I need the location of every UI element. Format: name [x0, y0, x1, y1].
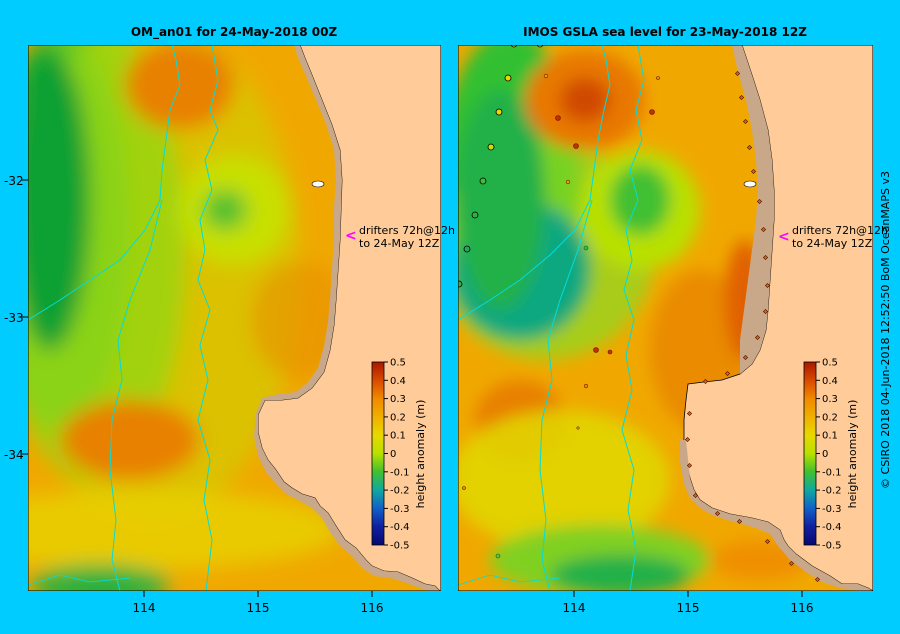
colorbar-tick-label: 0.2	[390, 412, 406, 423]
y-tick-label: -34	[4, 448, 24, 462]
left-colorbar: 0.5 0.4 0.3 0.2 0.1 0 -0.1 -0.2 -0.3 -0.4 -0.5 hei…	[371, 358, 427, 552]
colorbar-tick-label: 0.3	[390, 394, 406, 405]
right-map[interactable]	[435, 30, 873, 595]
right-colorbar-label: height anomaly (m)	[846, 400, 859, 509]
colorbar-tick-label: 0	[822, 449, 828, 460]
left-drifter-arrow: <	[345, 228, 357, 244]
right-colorbar: 0.5 0.4 0.3 0.2 0.1 0 -0.1 -0.2 -0.3 -0.4 -0.5 hei…	[803, 358, 859, 552]
colorbar-tick-label: -0.3	[822, 504, 842, 515]
drifter-markers	[462, 73, 660, 559]
isobath-coastal	[458, 574, 561, 586]
colorbar-tick-label: -0.5	[822, 541, 842, 552]
colorbar-tick-label: 0	[390, 449, 396, 460]
isobath-200m	[621, 45, 645, 591]
colorbar-tick-label: 0.1	[390, 431, 406, 442]
right-drifter-note-line2: to 24-May 12Z	[792, 237, 873, 250]
colorbar-tick-label: 0.5	[822, 358, 838, 369]
colorbar-tick-label: -0.5	[390, 541, 410, 552]
x-tick-label: 115	[247, 601, 270, 615]
isobath-deep	[458, 45, 611, 591]
left-x-axis: 114 115 116	[133, 591, 384, 615]
colorbar-tick-label: 0.3	[822, 394, 838, 405]
shelf-south	[680, 440, 873, 591]
y-tick-label: -33	[4, 311, 24, 325]
rottnest-island	[743, 180, 757, 188]
colorbar-tick-label: -0.4	[822, 522, 842, 533]
x-tick-label: 114	[133, 601, 156, 615]
y-tick-label: -32	[4, 174, 24, 188]
colorbar-tick-label: -0.2	[390, 486, 410, 497]
colorbar-tick-label: 0.5	[390, 358, 406, 369]
right-drifter-note-line1: drifters 72h@12h	[792, 224, 888, 237]
altimeter-track-markers	[458, 45, 544, 288]
continental-shelf	[732, 45, 774, 374]
colorbar-tick-label: -0.3	[390, 504, 410, 515]
coastal-track-markers	[684, 70, 821, 583]
colorbar-tick-label: 0.4	[822, 376, 838, 387]
x-tick-label: 116	[791, 601, 814, 615]
colorbar-tick-label: -0.4	[390, 522, 410, 533]
right-panel-title: IMOS GSLA sea level for 23-May-2018 12Z	[523, 25, 807, 39]
left-colorbar-label: height anomaly (m)	[414, 400, 427, 509]
colorbar-tick-label: 0.2	[822, 412, 838, 423]
left-map[interactable]	[0, 20, 441, 605]
colorbar-tick-label: 0.4	[390, 376, 406, 387]
colorbar-tick-label: 0.1	[822, 431, 838, 442]
x-tick-label: 115	[677, 601, 700, 615]
right-x-axis: 114 115 116	[563, 591, 814, 615]
isobath-deep	[28, 45, 181, 591]
isobath-coastal	[28, 574, 131, 586]
left-drifter-note-line1: drifters 72h@12h	[359, 224, 455, 237]
colorbar-tick-label: -0.1	[822, 467, 842, 478]
colorbar-tick-label: -0.2	[822, 486, 842, 497]
rottnest-island	[311, 180, 325, 188]
left-panel-title: OM_an01 for 24-May-2018 00Z	[131, 25, 338, 40]
y-axis: -32 -33 -34	[4, 174, 28, 462]
colorbar-tick-label: -0.1	[390, 467, 410, 478]
right-drifter-arrow: <	[778, 229, 790, 245]
copyright-credit: © CSIRO 2018 04-Jun-2018 12:52:50 BoM Oc…	[879, 171, 892, 489]
isobath-200m	[197, 45, 219, 591]
x-tick-label: 114	[563, 601, 586, 615]
x-tick-label: 116	[361, 601, 384, 615]
left-drifter-note-line2: to 24-May 12Z	[359, 237, 440, 250]
